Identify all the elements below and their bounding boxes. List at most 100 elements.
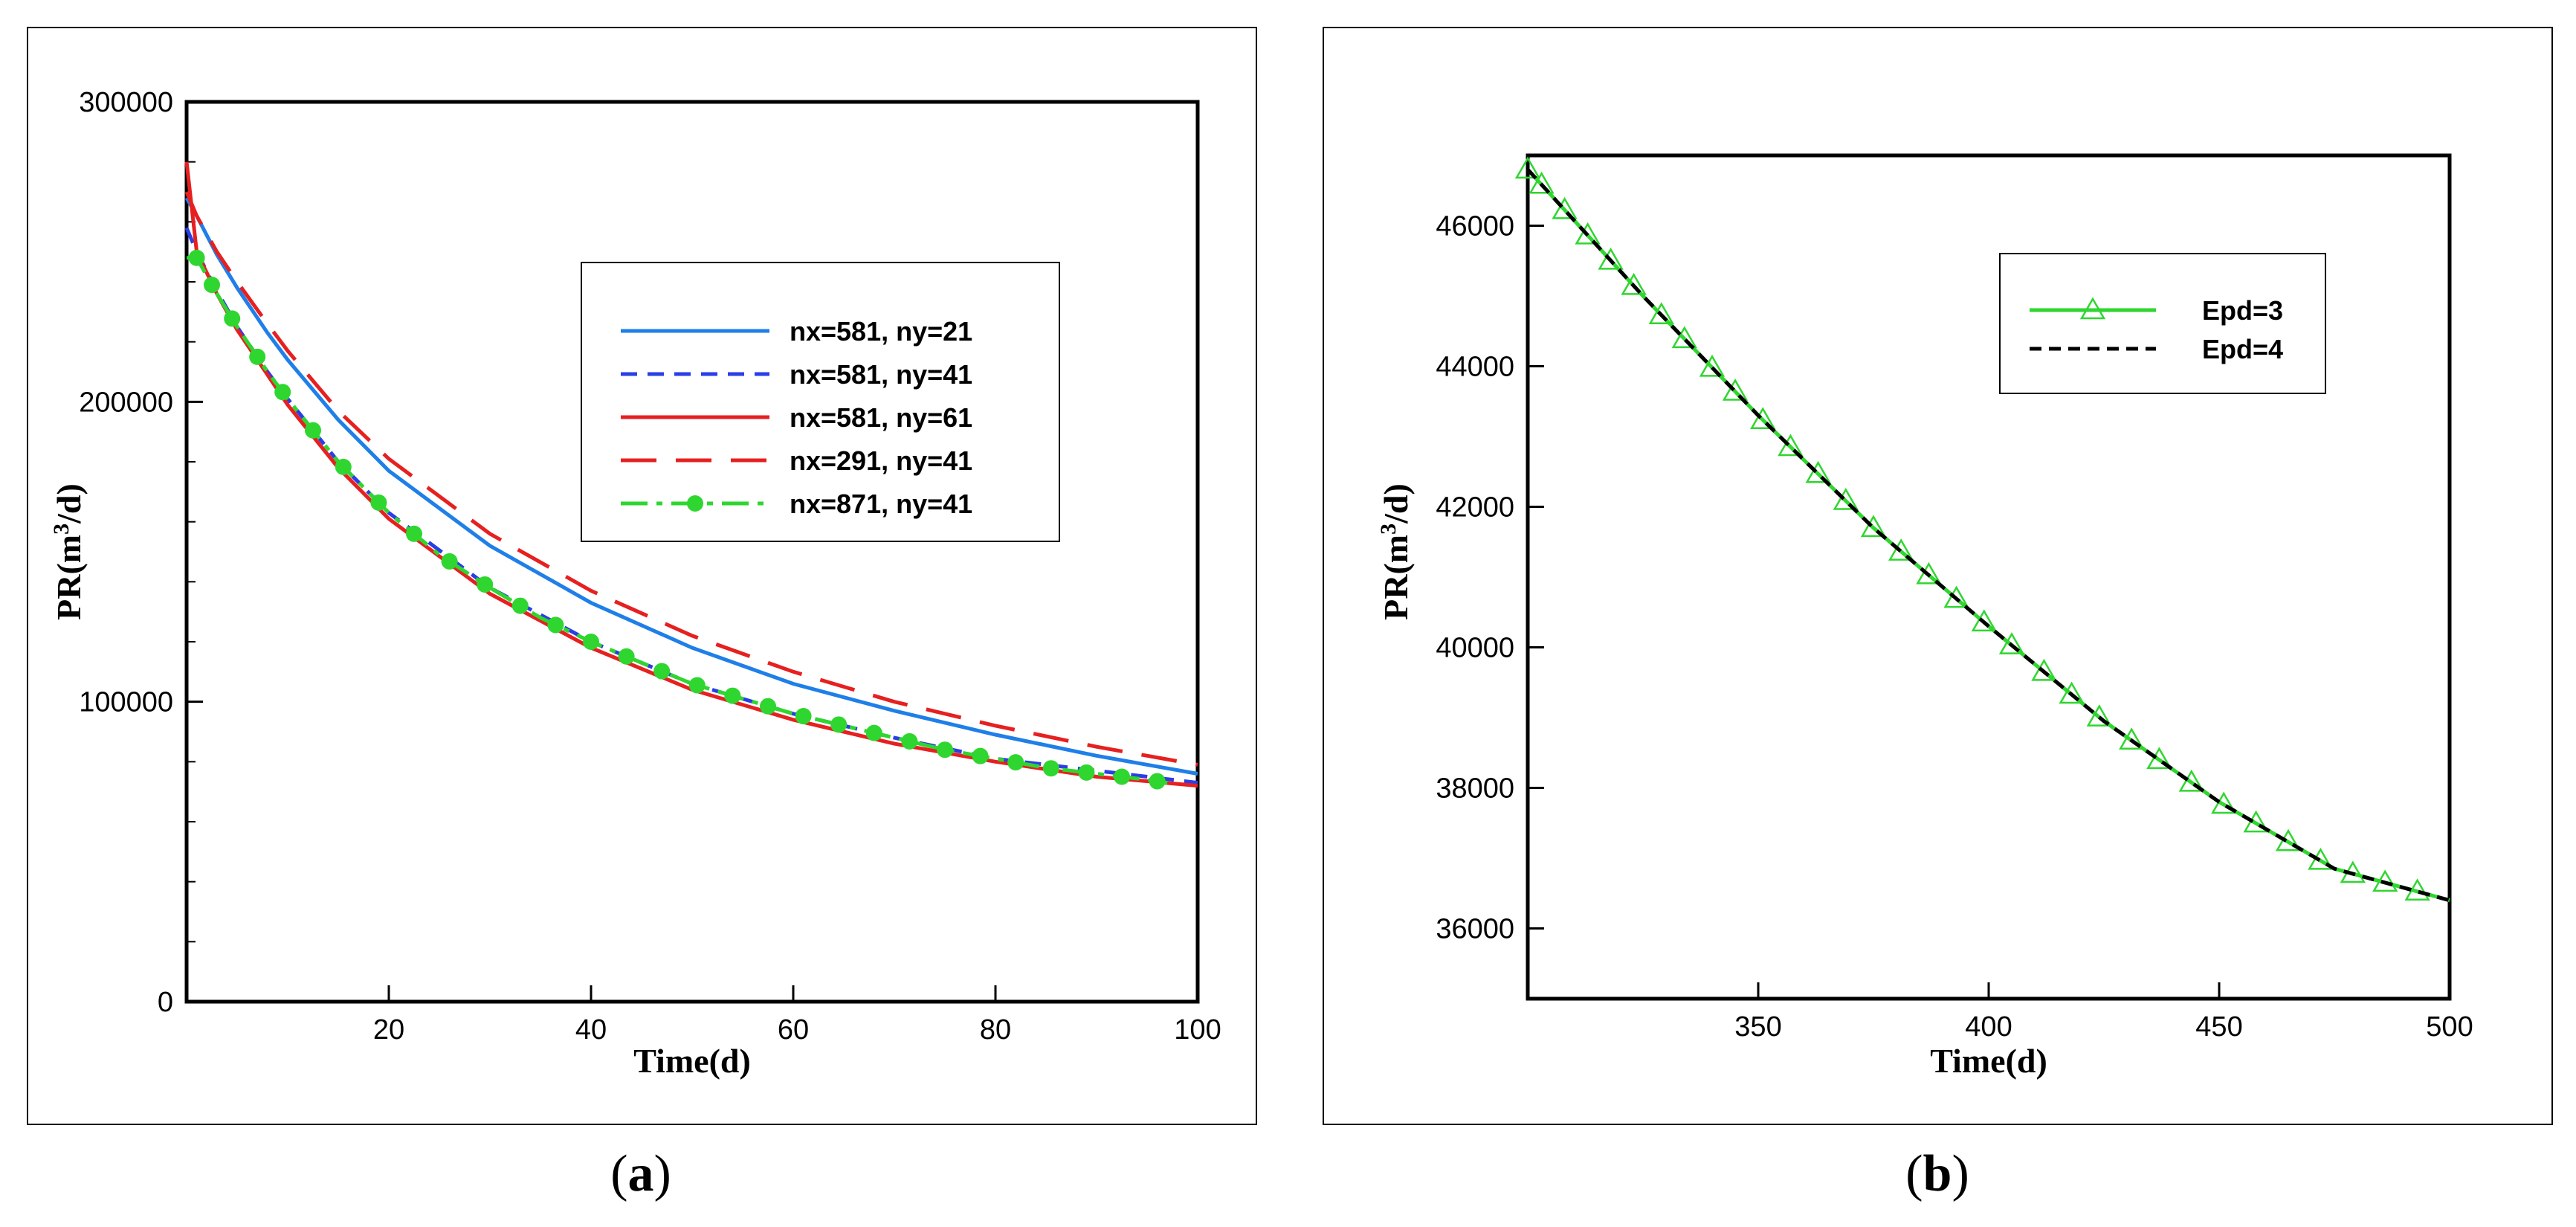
panel-a-marker [441,553,458,570]
panel-a-marker [618,648,635,665]
panel-b: 36000 38000 40000 42000 44000 46000 350 400 450… [1323,27,2553,1202]
panel-a-marker [583,634,599,650]
panel-b-marker [2178,769,2204,792]
panel-b-marker [1998,632,2025,654]
panel-a-plot-area [184,100,1200,1004]
panel-b-marker [1552,196,1578,219]
panel-b-xtick-label: 450 [2195,1011,2242,1043]
panel-b-legend-marker [2079,297,2106,320]
panel-a-ytick-label: 300000 [79,87,173,118]
panel-a-legend-marker [687,495,703,512]
panel-a-frame [27,27,1257,1125]
panel-b-ytick-label: 36000 [1436,914,1514,945]
panel-a-marker [901,732,918,750]
panel-a-xtick-label: 60 [778,1014,809,1046]
panel-a-series-line-5 [187,256,1168,785]
panel-b-marker [1916,561,1942,584]
panel-a-series-line-4 [184,191,1198,767]
panel-a-marker [224,310,241,327]
panel-a-marker [653,663,671,680]
panel-b-legend: Epd=3 Epd=4 [1999,253,2326,394]
panel-a-marker [688,677,706,694]
panel-a-caption: (a) [610,1145,671,1202]
panel-a-legend-label-4: nx=291, ny=41 [790,445,972,476]
panel-a-marker [1042,760,1059,777]
panel-b-legend-box [1999,253,2326,394]
panel-a-marker [511,597,529,614]
panel-b-marker [1699,354,1726,377]
panel-b-marker [2059,681,2085,704]
panel-a-marker [335,458,352,475]
panel-b-xtick-label: 400 [1965,1011,2012,1043]
panel-b-ytick-label: 38000 [1436,773,1514,805]
panel-a-legend-label-5: nx=871, ny=41 [790,489,972,519]
panel-b-ytick-label: 46000 [1436,211,1514,242]
panel-b-marker [2086,704,2112,727]
panel-a-marker [477,576,494,593]
panel-b-ylabel: PR(m3/d) [1376,483,1415,620]
panel-a-marker [724,687,741,704]
panel-a-marker [274,384,291,401]
panel-a-xtick-label: 20 [373,1014,404,1046]
panel-a-xtick-label: 40 [575,1014,607,1046]
panel-b-marker [1648,302,1674,324]
panel-b-marker [1888,538,1914,561]
panel-a-ytick-label: 100000 [79,687,173,718]
panel-b-marker [1514,156,1541,179]
panel-b-caption: (b) [1905,1145,1969,1202]
panel-b-marker [1943,585,1969,608]
panel-a-marker [547,616,564,634]
panel-b-marker [2119,727,2145,750]
panel-a-marker [865,724,882,741]
panel-a-marker [249,348,266,365]
panel-a-marker [1114,768,1130,785]
panel-a-ytick-label: 0 [158,987,173,1018]
panel-a-marker [937,741,953,759]
panel-a-legend-box [581,262,1060,542]
panel-a-marker [188,249,205,266]
panel-b-marker [1860,515,1887,538]
panel-b-frame [1323,27,2553,1125]
panel-b-marker [2404,878,2430,901]
panel-a-marker [760,698,776,715]
panel-a-marker [204,277,220,294]
panel-a-marker [1078,764,1095,781]
panel-b-ytick-label: 44000 [1436,352,1514,383]
panel-b-marker [1598,247,1624,270]
panel-b-marker [1575,222,1601,245]
panel-b-marker [1671,326,1697,349]
panel-b-marker [2372,869,2398,892]
panel-a-series-line-1 [184,196,1198,776]
panel-a-marker [370,494,387,511]
panel-b-xlabel: Time(d) [1930,1042,2047,1080]
panel-a-legend-label-3: nx=581, ny=61 [790,402,972,433]
panel-a-marker [305,422,321,439]
panel-b-marker [1722,379,1749,401]
panel-a-marker [406,525,422,542]
panel-b-xtick-label: 350 [1734,1011,1781,1043]
panel-b-marker [1971,609,1997,632]
panel-b-marker [1833,488,1859,510]
panel-b-xtick-label: 500 [2426,1011,2473,1043]
panel-a-marker [830,716,848,733]
panel-b-ytick-label: 40000 [1436,633,1514,664]
panel-a-marker [972,747,989,764]
panel-a-xtick-label: 80 [980,1014,1011,1046]
panel-b-marker [1529,171,1555,194]
panel-a-marker [1149,773,1166,790]
panel-b-marker [1805,460,1831,483]
panel-b-ytick-label: 42000 [1436,492,1514,524]
panel-b-marker [1621,272,1647,295]
panel-a-legend-label-2: nx=581, ny=41 [790,359,972,390]
panel-a-marker [1007,754,1024,771]
panel-b-marker [2146,747,2172,770]
panel-a-legend: nx=581, ny=21 nx=581, ny=41 nx=581, ny=61 n… [581,262,1060,542]
panel-a-ylabel: PR(m3/d) [49,483,88,620]
panel-b-marker [1750,407,1776,429]
panel-b-series-line-2 [1526,168,2450,903]
panel-a-xtick-label: 100 [1174,1014,1221,1046]
panel-b-marker [1778,434,1804,457]
panel-a-marker [795,708,812,725]
